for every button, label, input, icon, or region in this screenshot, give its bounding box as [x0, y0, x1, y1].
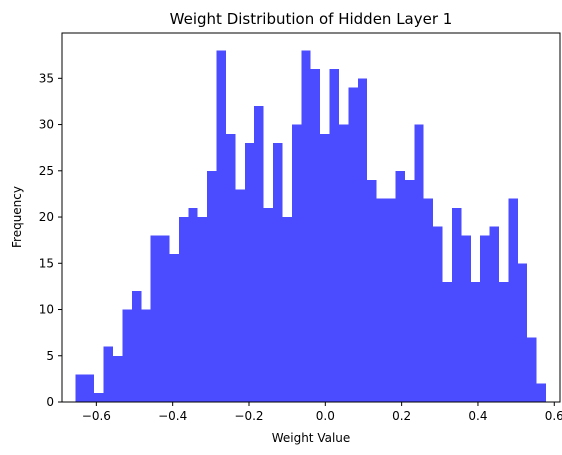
- histogram-bar: [169, 254, 179, 402]
- histogram-bar: [254, 106, 264, 402]
- histogram-bar: [235, 189, 245, 402]
- histogram-bar: [527, 337, 537, 402]
- x-tick-label: −0.6: [82, 409, 111, 423]
- histogram-bar: [376, 198, 387, 402]
- histogram-bar: [94, 392, 104, 402]
- histogram-bar: [273, 143, 283, 403]
- histogram-bar: [442, 281, 452, 402]
- x-axis-ticks: −0.6 −0.4 −0.2 0.0 0.2 0.4 0.6: [82, 402, 562, 423]
- histogram-bar: [536, 383, 547, 402]
- histogram-bar: [367, 180, 377, 402]
- x-tick-label: 0.6: [545, 409, 562, 423]
- histogram-bar: [150, 235, 161, 402]
- y-tick-label: 25: [39, 164, 54, 178]
- histogram-bar: [348, 87, 358, 403]
- histogram-bar: [122, 309, 132, 402]
- histogram-bar: [225, 133, 236, 402]
- histogram-bar: [461, 235, 471, 402]
- histogram-bar: [508, 198, 518, 402]
- x-tick-label: −0.2: [234, 409, 263, 423]
- histogram-bar: [395, 170, 405, 402]
- histogram-bar: [320, 133, 330, 402]
- histogram-bar: [188, 207, 198, 402]
- y-tick-label: 10: [39, 303, 54, 317]
- y-tick-label: 35: [39, 71, 54, 85]
- histogram-bar: [131, 291, 142, 402]
- plot-frame: [61, 32, 561, 403]
- histogram-bar: [470, 281, 481, 402]
- histogram-bar: [75, 374, 85, 402]
- histogram-bar: [414, 124, 424, 402]
- histogram-bar: [404, 180, 415, 402]
- histogram-bar: [517, 263, 528, 402]
- histogram-bar: [160, 235, 170, 402]
- histogram-bar: [357, 78, 368, 402]
- y-tick-label: 5: [46, 349, 54, 363]
- x-axis-label: Weight Value: [272, 431, 351, 445]
- histogram-bar: [489, 226, 499, 402]
- histogram-bar: [282, 217, 292, 402]
- histogram-bar: [244, 143, 255, 403]
- histogram-bar: [207, 170, 217, 402]
- x-tick-label: 0.0: [316, 409, 335, 423]
- x-tick-label: −0.4: [158, 409, 187, 423]
- histogram-bar: [310, 69, 321, 402]
- histogram-bar: [498, 281, 509, 402]
- histogram-bar: [197, 217, 208, 402]
- histogram-bar: [451, 207, 462, 402]
- histogram-bar: [103, 346, 114, 402]
- histogram-bar: [84, 374, 95, 402]
- histogram-bar: [141, 309, 151, 402]
- histogram-bar: [178, 217, 189, 402]
- histogram-bar: [386, 198, 396, 402]
- histogram-bar: [291, 124, 302, 402]
- y-tick-label: 0: [46, 395, 54, 409]
- histogram-bar: [263, 207, 274, 402]
- y-tick-label: 15: [39, 256, 54, 270]
- y-axis-label: Frequency: [10, 186, 24, 248]
- histogram-bar: [480, 235, 490, 402]
- histogram-bar: [423, 198, 434, 402]
- histogram-bar: [301, 50, 311, 402]
- histogram-bars: [75, 50, 547, 403]
- histogram-bar: [338, 124, 349, 402]
- histogram-bar: [113, 355, 123, 402]
- histogram-bar: [216, 50, 226, 402]
- y-axis-ticks: 0 5 10 15 20 25 30 35: [39, 71, 62, 409]
- x-tick-label: 0.4: [468, 409, 487, 423]
- histogram-bar: [329, 69, 339, 402]
- y-tick-label: 20: [39, 210, 54, 224]
- y-tick-label: 30: [39, 118, 54, 132]
- x-tick-label: 0.2: [392, 409, 411, 423]
- histogram-bar: [433, 226, 443, 402]
- chart-title: Weight Distribution of Hidden Layer 1: [170, 10, 453, 28]
